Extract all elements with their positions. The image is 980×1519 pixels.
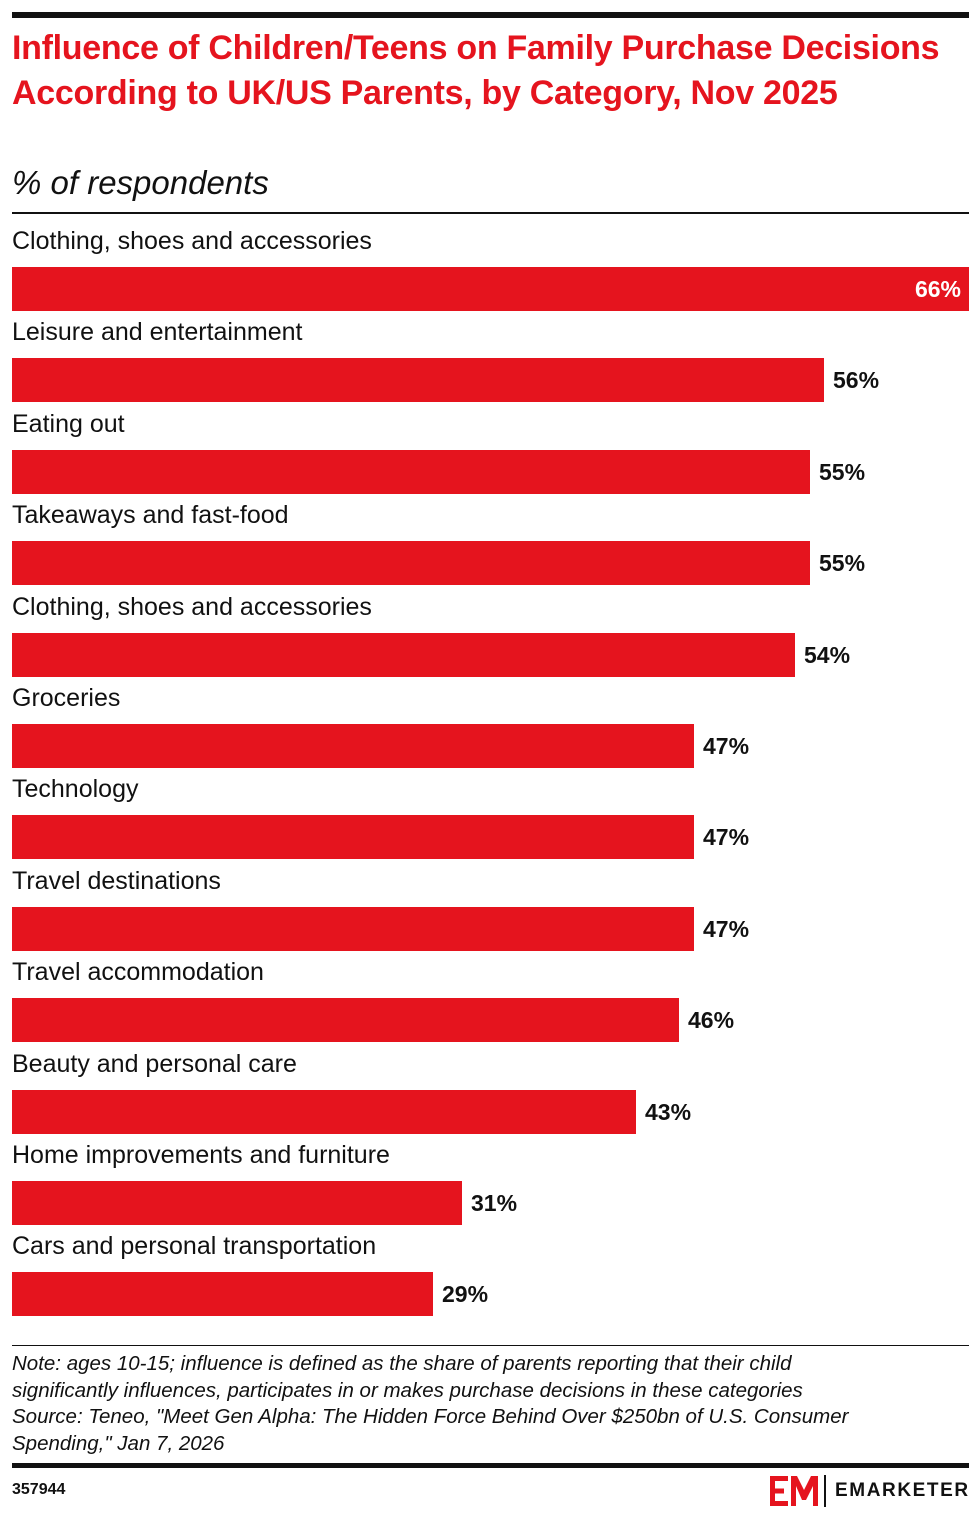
category-label: Clothing, shoes and accessories bbox=[12, 227, 372, 255]
emarketer-em-logo-icon bbox=[770, 1476, 818, 1506]
value-label: 29% bbox=[442, 1281, 489, 1308]
category-label: Clothing, shoes and accessories bbox=[12, 592, 372, 621]
value-label: 55% bbox=[819, 458, 866, 485]
category-label: Home improvements and furniture bbox=[12, 1141, 390, 1169]
logo-divider bbox=[824, 1475, 826, 1507]
category-label: Eating out bbox=[12, 409, 125, 438]
value-label: 55% bbox=[819, 550, 866, 577]
brand-logo: EMARKETER bbox=[770, 1475, 970, 1507]
bar bbox=[12, 1089, 636, 1134]
brand-name: EMARKETER bbox=[835, 1480, 970, 1501]
note-rule bbox=[12, 1345, 969, 1346]
chart-note: Note: ages 10-15; influence is defined a… bbox=[12, 1351, 967, 1457]
bar bbox=[12, 449, 810, 494]
category-label: Travel accommodation bbox=[12, 958, 264, 987]
value-label: 47% bbox=[703, 733, 750, 759]
note-line: significantly influences, participates i… bbox=[12, 1378, 803, 1402]
chart-subtitle: % of respondents bbox=[12, 164, 269, 201]
bar bbox=[12, 724, 694, 768]
value-label: 46% bbox=[688, 1007, 735, 1034]
category-label: Technology bbox=[12, 775, 139, 804]
value-label: 56% bbox=[833, 367, 880, 394]
bar-chart: Clothing, shoes and accessories 66% Leisur… bbox=[12, 226, 969, 1326]
bar bbox=[12, 358, 824, 403]
source-line: Spending," Jan 7, 2026 bbox=[12, 1431, 225, 1455]
bar bbox=[12, 1272, 433, 1317]
subtitle-rule bbox=[12, 212, 969, 214]
note-line: Note: ages 10-15; influence is defined a… bbox=[12, 1352, 792, 1375]
chart-id: 357944 bbox=[12, 1481, 66, 1498]
chart-title: Influence of Children/Teens on Family Pu… bbox=[12, 29, 940, 112]
category-label: Travel destinations bbox=[12, 866, 221, 895]
value-label: 47% bbox=[703, 915, 750, 942]
category-label: Groceries bbox=[12, 684, 121, 712]
bar bbox=[12, 815, 694, 860]
category-label: Cars and personal transportation bbox=[12, 1232, 377, 1261]
bar bbox=[12, 1181, 462, 1225]
category-label: Leisure and entertainment bbox=[12, 318, 303, 347]
top-rule bbox=[12, 12, 969, 18]
bar bbox=[12, 267, 969, 311]
category-label: Takeaways and fast-food bbox=[12, 501, 289, 530]
bar bbox=[12, 906, 694, 951]
bar bbox=[12, 541, 810, 586]
bottom-rule bbox=[12, 1463, 969, 1468]
bar bbox=[12, 998, 679, 1043]
category-label: Beauty and personal care bbox=[12, 1049, 297, 1078]
value-label: 47% bbox=[703, 824, 750, 851]
value-label: 54% bbox=[804, 641, 851, 668]
value-label: 43% bbox=[645, 1098, 692, 1125]
value-label: 31% bbox=[471, 1190, 518, 1216]
bar bbox=[12, 632, 795, 677]
source-line: Source: Teneo, "Meet Gen Alpha: The Hidd… bbox=[12, 1405, 849, 1428]
value-label: 66% bbox=[914, 276, 961, 302]
